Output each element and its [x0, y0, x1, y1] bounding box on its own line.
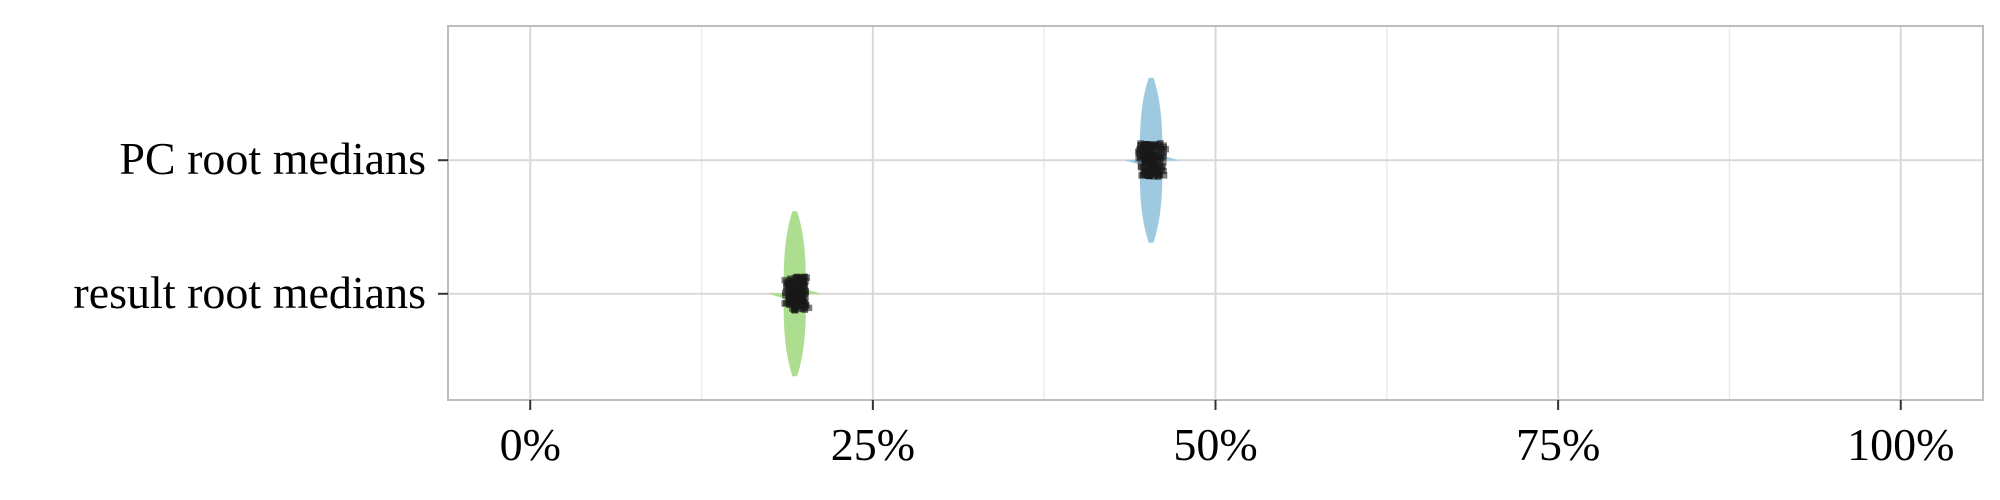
category-label: PC root medians [119, 133, 426, 184]
grid-layer [448, 26, 1983, 400]
x-tick-label: 25% [831, 419, 915, 470]
data-point [1142, 146, 1150, 154]
x-tick-label: 75% [1516, 419, 1600, 470]
x-tick-label: 100% [1847, 419, 1954, 470]
data-point [790, 306, 798, 314]
x-tick-label: 0% [500, 419, 561, 470]
axis-layer: PC root medians result root medians 0% 25% 5… [73, 133, 1954, 470]
data-point [1136, 147, 1144, 155]
data-point [789, 286, 797, 294]
data-point [794, 298, 801, 306]
data-point [1162, 145, 1170, 153]
data-point [1145, 172, 1152, 179]
data-point [798, 274, 805, 282]
data-point [785, 293, 793, 301]
category-label: result root medians [73, 267, 426, 318]
data-point [1138, 172, 1145, 179]
data-point [1150, 171, 1158, 178]
points-layer [781, 139, 1170, 314]
violin-layer [769, 77, 1178, 377]
data-point [1151, 157, 1158, 164]
data-point [1152, 151, 1160, 159]
data-point [784, 280, 791, 287]
data-point [805, 304, 813, 312]
data-point [783, 287, 790, 295]
data-point [1153, 144, 1161, 151]
data-point [1149, 165, 1156, 172]
data-point [796, 284, 804, 291]
x-tick-label: 50% [1173, 419, 1257, 470]
data-point [1143, 164, 1150, 171]
data-point [1160, 167, 1167, 175]
data-point [799, 296, 807, 303]
